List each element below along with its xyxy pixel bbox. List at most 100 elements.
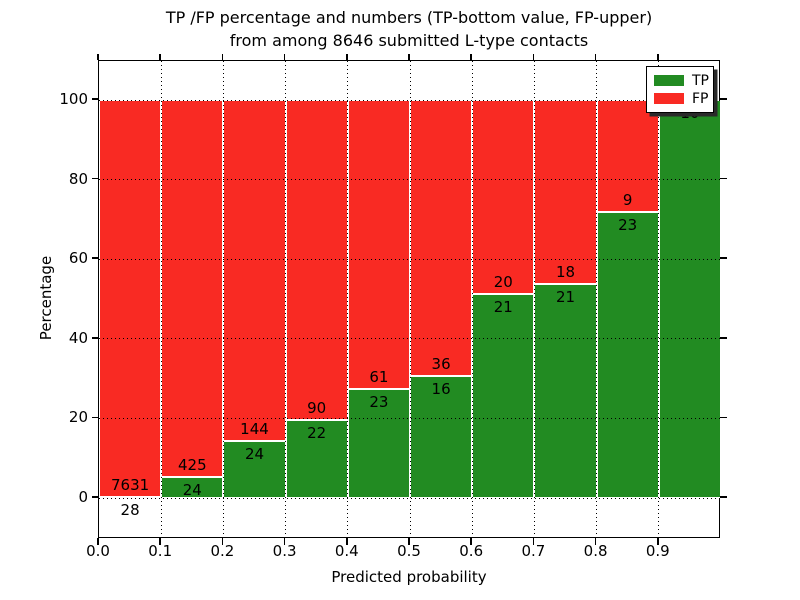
y-tick-label: 20 (68, 408, 88, 427)
fp-color-swatch (654, 93, 684, 104)
x-gridline (347, 61, 349, 539)
tp-count-label: 21 (493, 298, 513, 317)
chart-title-line2: from among 8646 submitted L-type contact… (229, 31, 589, 50)
x-axis-tick (532, 538, 535, 545)
y-axis-right-tick (720, 337, 727, 339)
legend-item-fp: FP (654, 90, 709, 107)
y-tick-label: 40 (68, 328, 88, 347)
x-gridline (471, 61, 473, 539)
x-axis-tick (221, 538, 224, 545)
x-axis-top-tick (97, 53, 99, 60)
fp-count-label: 425 (177, 455, 207, 474)
chart-title-line1: TP /FP percentage and numbers (TP-bottom… (165, 8, 653, 27)
y-axis-tick (91, 416, 98, 419)
tp-count-label: 22 (307, 423, 327, 442)
y-axis-tick (91, 98, 98, 100)
x-gridline (409, 61, 411, 539)
x-axis-tick (594, 538, 597, 545)
fp-count-label: 9 (622, 190, 633, 209)
tp-count-label: 23 (369, 393, 389, 412)
y-gridline (99, 417, 721, 419)
x-gridline (658, 61, 660, 539)
y-gridline (99, 179, 721, 181)
x-tick-label: 0.8 (583, 542, 608, 560)
tp-count-label: 23 (618, 215, 638, 234)
tp-count-label: 24 (244, 445, 265, 464)
x-axis-tick (657, 538, 659, 545)
legend-label-fp: FP (692, 90, 709, 107)
x-axis-tick (97, 538, 99, 545)
tp-count-label: 28 (120, 500, 140, 519)
x-tick-label: 0.2 (210, 542, 235, 560)
gridlines-layer (99, 61, 721, 539)
y-tick-label: 60 (68, 249, 88, 268)
y-gridline (99, 497, 721, 499)
y-tick-label: 0 (78, 488, 88, 506)
x-axis-label: Predicted probability (331, 568, 487, 586)
x-tick-label: 0.6 (459, 542, 484, 560)
y-axis-tick (91, 337, 98, 339)
x-tick-label: 0.3 (272, 542, 297, 560)
y-axis-right-tick (720, 257, 727, 259)
count-labels-layer: 7631 28 425 24 144 24 90 22 61 23 36 16 20 21 18 21 9 23 1… (99, 61, 719, 537)
x-tick-label: 0.9 (645, 542, 670, 560)
fp-bar-segment (534, 100, 597, 284)
x-axis-tick (470, 538, 472, 545)
tp-count-label: 21 (555, 287, 576, 306)
y-gridline (99, 258, 721, 260)
legend-label-tp: TP (692, 72, 709, 89)
y-axis-right-tick (720, 496, 727, 498)
fp-count-label: 61 (369, 368, 389, 387)
fp-bar-segment (596, 100, 659, 212)
fp-count-label: 18 (555, 262, 576, 281)
y-tick-label: 80 (68, 169, 88, 188)
x-tick-label: 0.5 (397, 542, 421, 560)
fp-count-label: 90 (307, 398, 327, 417)
y-axis-right-tick (720, 416, 727, 419)
x-gridline (222, 61, 224, 539)
x-axis-top-tick (221, 53, 224, 60)
x-gridline (596, 61, 598, 539)
fp-count-label: 144 (240, 420, 269, 439)
legend-item-tp: TP (654, 72, 709, 89)
y-axis-tick (91, 177, 98, 180)
x-axis-top-tick (657, 53, 659, 60)
y-axis-right-tick (720, 98, 727, 100)
x-axis-tick (283, 538, 286, 545)
plot-area: 7631 28 425 24 144 24 90 22 61 23 36 16 20 21 18 21 9 23 1… (98, 60, 721, 539)
x-axis-tick (159, 538, 161, 545)
y-tick-label: 100 (59, 90, 88, 108)
x-gridline (160, 61, 162, 539)
tp-count-label: 24 (182, 480, 202, 499)
tp-count-label: 16 (431, 379, 451, 398)
legend: TP FP (646, 66, 714, 113)
x-gridline (533, 61, 535, 539)
fp-count-label: 36 (431, 354, 451, 373)
x-axis-top-tick (532, 53, 535, 60)
x-tick-label: 0.7 (521, 542, 546, 560)
y-gridline (99, 338, 721, 340)
x-axis-top-tick (408, 53, 410, 60)
tp-color-swatch (654, 75, 684, 86)
y-axis-tick (91, 257, 98, 259)
fp-count-label: 20 (493, 273, 513, 292)
tp-bar-segment (658, 100, 721, 498)
x-axis-top-tick (283, 53, 286, 60)
x-axis-top-tick (470, 53, 472, 60)
x-axis-top-tick (594, 53, 597, 60)
fp-count-label: 7631 (111, 475, 150, 494)
x-axis-tick (408, 538, 410, 545)
x-tick-label: 0.1 (148, 542, 173, 560)
x-tick-label: 0.0 (86, 542, 110, 560)
y-axis-tick (91, 496, 98, 498)
y-gridline (99, 99, 721, 101)
x-axis-tick (346, 538, 348, 545)
fp-bar-segment (347, 100, 410, 390)
x-gridline (285, 61, 287, 539)
x-axis-top-tick (159, 53, 161, 60)
y-axis-right-tick (720, 177, 727, 180)
y-axis-label: Percentage (37, 255, 55, 341)
x-axis-top-tick (346, 53, 348, 60)
x-tick-label: 0.4 (334, 542, 359, 560)
